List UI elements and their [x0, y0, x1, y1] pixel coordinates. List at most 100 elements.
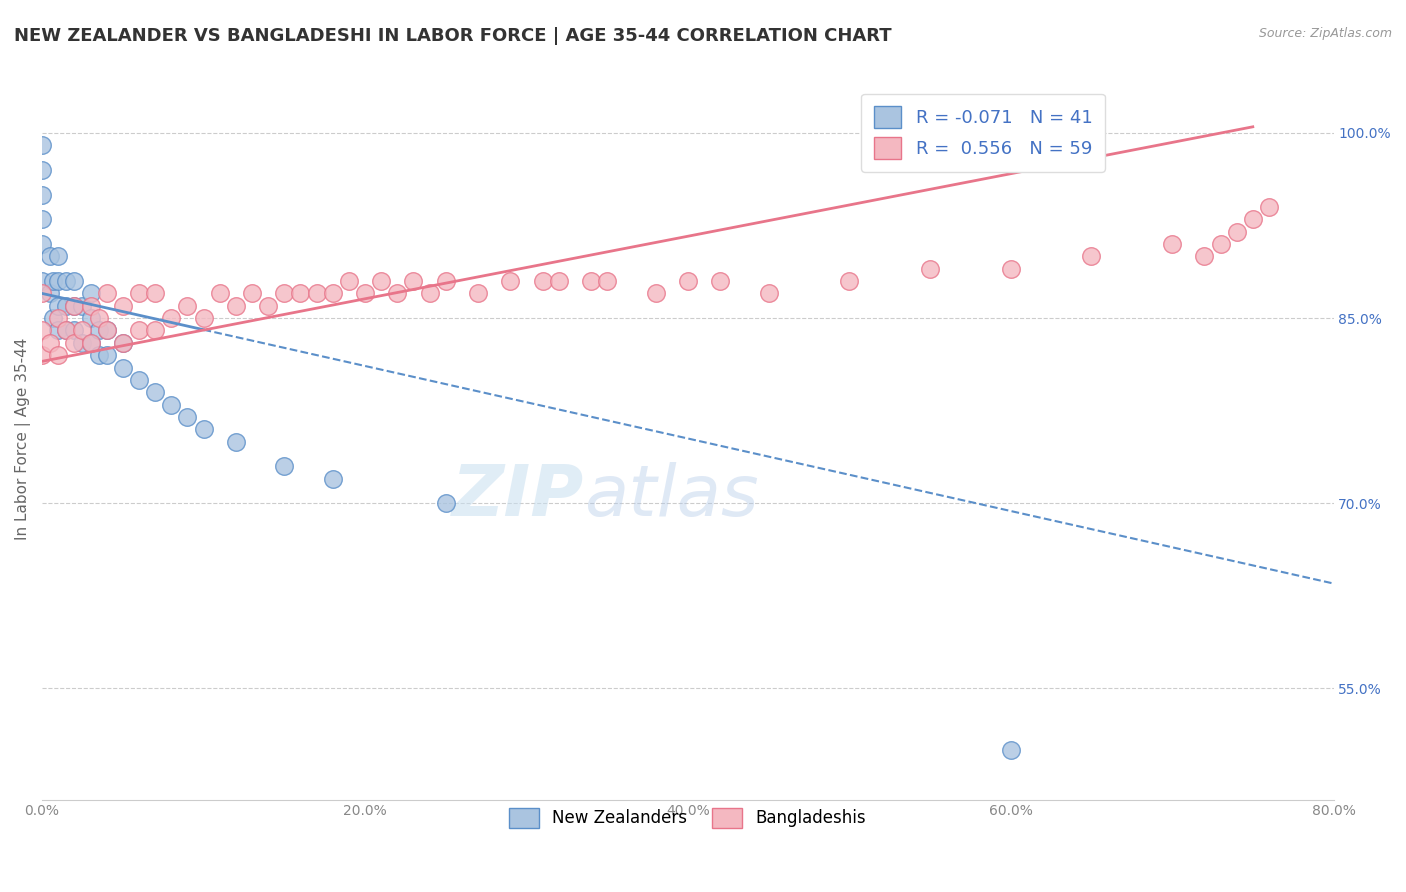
Point — [305, 286, 328, 301]
Point — [87, 323, 110, 337]
Text: Source: ZipAtlas.com: Source: ZipAtlas.com — [1258, 27, 1392, 40]
Point — [1194, 249, 1216, 263]
Point — [111, 360, 134, 375]
Text: ZIP: ZIP — [453, 462, 585, 531]
Point — [1161, 237, 1184, 252]
Point — [290, 286, 312, 301]
Point — [63, 274, 86, 288]
Point — [46, 348, 69, 362]
Point — [596, 274, 619, 288]
Point — [31, 163, 53, 178]
Point — [31, 274, 53, 288]
Text: NEW ZEALANDER VS BANGLADESHI IN LABOR FORCE | AGE 35-44 CORRELATION CHART: NEW ZEALANDER VS BANGLADESHI IN LABOR FO… — [14, 27, 891, 45]
Point — [354, 286, 377, 301]
Point — [370, 274, 392, 288]
Point — [31, 237, 53, 252]
Point — [434, 274, 457, 288]
Point — [918, 261, 941, 276]
Point — [1080, 249, 1102, 263]
Point — [46, 274, 69, 288]
Point — [79, 335, 101, 350]
Point — [63, 335, 86, 350]
Point — [499, 274, 522, 288]
Point — [322, 472, 344, 486]
Point — [128, 323, 150, 337]
Point — [111, 335, 134, 350]
Point — [96, 286, 118, 301]
Point — [55, 299, 77, 313]
Point — [160, 398, 183, 412]
Point — [579, 274, 602, 288]
Point — [72, 323, 94, 337]
Point — [72, 335, 94, 350]
Point — [257, 299, 280, 313]
Point — [418, 286, 440, 301]
Point — [63, 323, 86, 337]
Point — [87, 311, 110, 326]
Point — [46, 299, 69, 313]
Point — [676, 274, 699, 288]
Point — [547, 274, 569, 288]
Point — [31, 212, 53, 227]
Point — [193, 311, 215, 326]
Point — [79, 299, 101, 313]
Point — [467, 286, 489, 301]
Point — [63, 299, 86, 313]
Point — [79, 311, 101, 326]
Point — [31, 323, 53, 337]
Point — [273, 459, 295, 474]
Point — [96, 348, 118, 362]
Point — [128, 286, 150, 301]
Point — [128, 373, 150, 387]
Point — [46, 311, 69, 326]
Point — [55, 274, 77, 288]
Point — [46, 249, 69, 263]
Point — [42, 274, 65, 288]
Point — [63, 299, 86, 313]
Point — [111, 335, 134, 350]
Point — [176, 299, 198, 313]
Point — [79, 286, 101, 301]
Point — [55, 323, 77, 337]
Point — [402, 274, 425, 288]
Point — [644, 286, 666, 301]
Point — [87, 348, 110, 362]
Point — [39, 249, 62, 263]
Point — [31, 286, 53, 301]
Point — [96, 323, 118, 337]
Point — [1226, 225, 1249, 239]
Point — [39, 335, 62, 350]
Point — [176, 409, 198, 424]
Point — [434, 496, 457, 510]
Point — [1241, 212, 1264, 227]
Point — [55, 323, 77, 337]
Point — [72, 299, 94, 313]
Point — [1258, 200, 1281, 214]
Point — [31, 138, 53, 153]
Point — [838, 274, 860, 288]
Point — [1000, 743, 1022, 757]
Point — [208, 286, 231, 301]
Point — [273, 286, 295, 301]
Point — [387, 286, 409, 301]
Point — [337, 274, 360, 288]
Point — [31, 187, 53, 202]
Text: atlas: atlas — [585, 462, 759, 531]
Point — [193, 422, 215, 436]
Point — [709, 274, 731, 288]
Point — [143, 323, 166, 337]
Point — [143, 286, 166, 301]
Point — [322, 286, 344, 301]
Point — [225, 434, 247, 449]
Point — [143, 385, 166, 400]
Point — [96, 323, 118, 337]
Point — [39, 286, 62, 301]
Point — [79, 335, 101, 350]
Point — [42, 311, 65, 326]
Point — [240, 286, 263, 301]
Point — [31, 348, 53, 362]
Point — [758, 286, 780, 301]
Point — [1000, 261, 1022, 276]
Point — [111, 299, 134, 313]
Point — [531, 274, 554, 288]
